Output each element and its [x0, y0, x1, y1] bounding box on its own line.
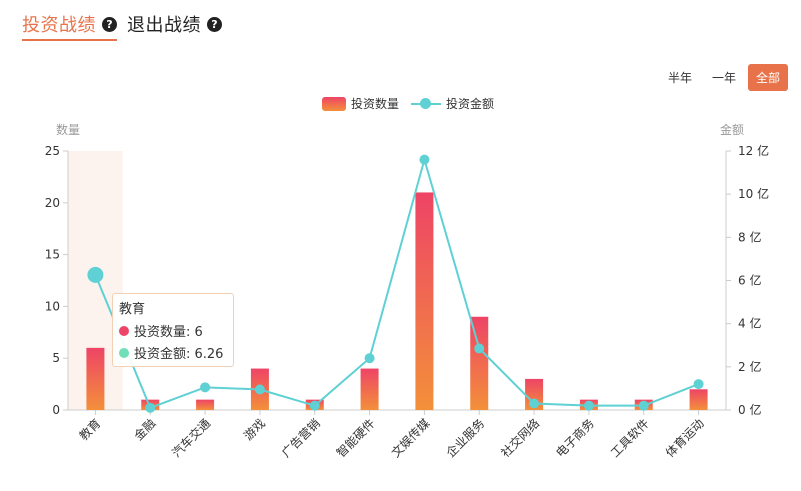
x-tick-label: 金融	[131, 416, 159, 444]
legend-item-count[interactable]: 投资数量	[322, 95, 399, 112]
y-right-tick-label: 10 亿	[738, 186, 769, 201]
tooltip-title: 教育	[119, 302, 146, 317]
y-right-tick-label: 0 亿	[738, 402, 761, 417]
legend-line-swatch	[411, 97, 442, 111]
x-tick-label: 游戏	[241, 416, 268, 443]
tab-exit-record-label: 退出战绩	[127, 15, 201, 36]
amount-point-7	[419, 154, 430, 165]
bar-7	[415, 192, 434, 410]
tooltip-amount-dot-icon	[119, 347, 129, 358]
tooltip-count-text: 投资数量: 6	[134, 325, 203, 340]
range-selector: 半年 一年 全部	[656, 64, 788, 91]
range-all-button[interactable]: 全部	[747, 64, 788, 91]
y-left-tick-label: 25	[45, 144, 60, 158]
range-half-year-button[interactable]: 半年	[667, 71, 692, 85]
x-tick-label: 汽车交通	[169, 416, 214, 461]
legend-bar-swatch	[322, 96, 346, 111]
amount-point-3	[200, 382, 211, 393]
tooltip-count-dot-icon	[119, 325, 129, 336]
amount-point-2	[145, 402, 156, 413]
y-left-tick-label: 15	[45, 248, 60, 262]
y-left-tick-label: 10	[45, 299, 60, 313]
x-tick-label: 广告营销	[279, 416, 323, 460]
tab-investment-record-label: 投资战绩	[22, 15, 96, 36]
x-tick-label: 教育	[76, 416, 104, 444]
y-right-tick-label: 6 亿	[738, 273, 761, 288]
y-right-tick-label: 12 亿	[738, 143, 769, 158]
help-icon[interactable]: ?	[207, 16, 222, 32]
bar-3	[196, 399, 215, 410]
y-right-axis-label: 金额	[720, 122, 744, 137]
amount-point-10	[583, 400, 594, 411]
bar-6	[360, 368, 379, 410]
x-tick-label: 体育运动	[662, 416, 707, 461]
bar-12	[689, 389, 708, 410]
amount-point-12	[693, 379, 704, 390]
x-tick-label: 电子商务	[552, 416, 597, 461]
legend-amount-label: 投资金额	[446, 97, 495, 111]
bar-1	[86, 347, 105, 410]
range-one-year-button[interactable]: 一年	[711, 71, 736, 85]
amount-point-9	[529, 398, 540, 409]
y-right-tick-label: 8 亿	[738, 229, 761, 244]
legend-count-label: 投资数量	[351, 97, 400, 111]
tooltip-row-count: 投资数量: 6	[119, 321, 227, 340]
bar-8	[470, 316, 489, 410]
y-right-tick-label: 2 亿	[738, 359, 761, 374]
amount-line	[94, 155, 699, 410]
amount-point-5	[309, 400, 320, 411]
y-left-axis-label: 数量	[56, 122, 80, 137]
header-tabs: 投资战绩 ? 退出战绩 ?	[22, 8, 232, 41]
tab-investment-record[interactable]: 投资战绩 ?	[22, 11, 117, 41]
chart-legend: 投资数量 投资金额	[322, 95, 506, 112]
tooltip-row-amount: 投资金额: 6.26	[119, 343, 227, 362]
y-right-tick-label: 4 亿	[738, 316, 761, 331]
y-left-tick-label: 5	[52, 351, 60, 365]
legend-item-amount[interactable]: 投资金额	[411, 95, 494, 112]
amount-point-1	[87, 266, 104, 283]
x-tick-label: 企业服务	[443, 416, 488, 461]
amount-point-8	[474, 343, 485, 354]
y-left-tick-label: 20	[45, 196, 60, 210]
tab-exit-record[interactable]: 退出战绩 ?	[127, 11, 222, 37]
amount-point-4	[254, 384, 265, 395]
x-tick-label: 工具软件	[608, 416, 652, 460]
x-tick-label: 社交网络	[498, 416, 543, 461]
help-icon[interactable]: ?	[102, 16, 117, 32]
y-left-tick-label: 0	[52, 403, 60, 417]
amount-point-11	[638, 400, 649, 411]
tooltip-amount-text: 投资金额: 6.26	[134, 347, 224, 362]
x-tick-label: 文娱传媒	[388, 416, 433, 461]
x-tick-label: 智能硬件	[333, 416, 378, 461]
amount-point-6	[364, 353, 375, 364]
chart-tooltip: 教育 投资数量: 6 投资金额: 6.26	[112, 293, 234, 367]
